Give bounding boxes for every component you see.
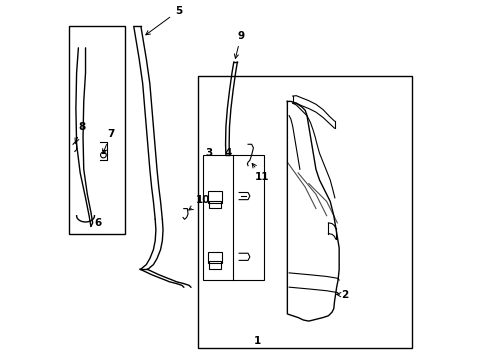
Text: 1: 1	[253, 337, 260, 346]
Text: 9: 9	[234, 31, 244, 58]
Text: 5: 5	[145, 6, 182, 35]
Text: 4: 4	[224, 148, 232, 158]
Bar	[69, 26, 124, 234]
Text: 8: 8	[75, 122, 85, 143]
Text: 2: 2	[336, 290, 347, 300]
Bar	[203, 155, 264, 280]
Text: 11: 11	[252, 163, 269, 182]
Bar	[198, 76, 411, 348]
Text: 6: 6	[94, 218, 102, 228]
Text: 3: 3	[205, 148, 212, 158]
Text: 7: 7	[102, 129, 114, 153]
Text: 10: 10	[188, 195, 210, 210]
